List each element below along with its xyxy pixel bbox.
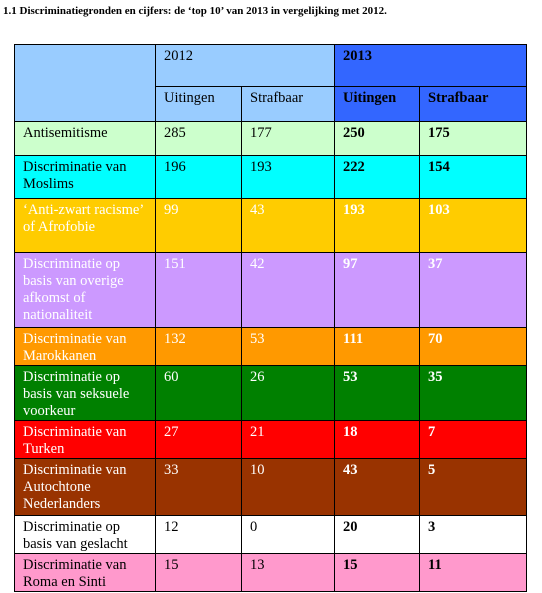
strafbaar-2013-cell: 35	[419, 365, 527, 421]
strafbaar-2013-cell: 175	[419, 121, 527, 156]
strafbaar-2013-cell: 3	[419, 515, 527, 554]
strafbaar-2012-cell: 42	[241, 252, 335, 328]
strafbaar-2012-cell: 21	[241, 420, 335, 459]
uitingen-2012-cell: 99	[155, 198, 242, 253]
uitingen-2012-cell: 15	[155, 553, 242, 592]
row-label: Discriminatie van Marokkanen	[14, 327, 156, 366]
strafbaar-2013-cell: 154	[419, 155, 527, 199]
table-row: Discriminatie van Marokkanen 132 53 111 70	[14, 327, 527, 366]
table-row: Discriminatie van Roma en Sinti 15 13 15 11	[14, 553, 527, 592]
strafbaar-2013-cell: 11	[419, 553, 527, 592]
uitingen-2012-cell: 285	[155, 121, 242, 156]
row-label: Discriminatie op basis van seksuele voor…	[14, 365, 156, 421]
strafbaar-2012-cell: 53	[241, 327, 335, 366]
row-label: ‘Anti-zwart racisme’ of Afrofobie	[14, 198, 156, 253]
strafbaar-2012-cell: 26	[241, 365, 335, 421]
row-label: Discriminatie van Moslims	[14, 155, 156, 199]
uitingen-2013-cell: 193	[334, 198, 420, 253]
strafbaar-2012-cell: 43	[241, 198, 335, 253]
strafbaar-2012-cell: 193	[241, 155, 335, 199]
uitingen-2013-cell: 250	[334, 121, 420, 156]
table-row: ‘Anti-zwart racisme’ of Afrofobie 99 43 193…	[14, 198, 527, 253]
header-corner-cell	[14, 44, 156, 122]
table-row: Discriminatie op basis van geslacht 12 0 20…	[14, 515, 527, 554]
discrimination-table: 2012 2013 Uitingen Strafbaar Uitingen St…	[14, 44, 527, 592]
strafbaar-2013-cell: 5	[419, 458, 527, 516]
table-row: Discriminatie van Turken 27 21 18 7	[14, 420, 527, 459]
strafbaar-2012-cell: 0	[241, 515, 335, 554]
table-row: Discriminatie op basis van overige afkom…	[14, 252, 527, 328]
uitingen-2012-cell: 196	[155, 155, 242, 199]
uitingen-2013-cell: 18	[334, 420, 420, 459]
uitingen-2012-cell: 151	[155, 252, 242, 328]
table-row: Antisemitisme 285 177 250 175	[14, 121, 527, 156]
header-2013-uitingen: Uitingen	[334, 86, 420, 122]
uitingen-2012-cell: 60	[155, 365, 242, 421]
uitingen-2012-cell: 12	[155, 515, 242, 554]
uitingen-2013-cell: 222	[334, 155, 420, 199]
row-label: Discriminatie van Turken	[14, 420, 156, 459]
page-title: 1.1 Discriminatiegronden en cijfers: de …	[3, 5, 387, 17]
header-2013-strafbaar: Strafbaar	[419, 86, 527, 122]
row-label: Discriminatie van Roma en Sinti	[14, 553, 156, 592]
strafbaar-2012-cell: 10	[241, 458, 335, 516]
uitingen-2013-cell: 53	[334, 365, 420, 421]
header-2012-strafbaar: Strafbaar	[241, 86, 335, 122]
table-row: Discriminatie van Autochtone Nederlander…	[14, 458, 527, 516]
strafbaar-2012-cell: 177	[241, 121, 335, 156]
table-row: Discriminatie van Moslims 196 193 222 154	[14, 155, 527, 199]
table-row: Discriminatie op basis van seksuele voor…	[14, 365, 527, 421]
row-label: Discriminatie op basis van overige afkom…	[14, 252, 156, 328]
uitingen-2012-cell: 132	[155, 327, 242, 366]
uitingen-2013-cell: 15	[334, 553, 420, 592]
strafbaar-2013-cell: 103	[419, 198, 527, 253]
header-year-2012: 2012	[155, 44, 335, 87]
uitingen-2013-cell: 97	[334, 252, 420, 328]
table-body: Antisemitisme 285 177 250 175 Discriminatie v…	[14, 121, 527, 592]
strafbaar-2012-cell: 13	[241, 553, 335, 592]
header-row-years: 2012 2013	[14, 44, 527, 122]
row-label: Discriminatie van Autochtone Nederlander…	[14, 458, 156, 516]
row-label: Antisemitisme	[14, 121, 156, 156]
uitingen-2012-cell: 33	[155, 458, 242, 516]
strafbaar-2013-cell: 7	[419, 420, 527, 459]
uitingen-2012-cell: 27	[155, 420, 242, 459]
uitingen-2013-cell: 111	[334, 327, 420, 366]
row-label: Discriminatie op basis van geslacht	[14, 515, 156, 554]
uitingen-2013-cell: 43	[334, 458, 420, 516]
header-row-sub: Uitingen Strafbaar Uitingen Strafbaar	[15, 86, 527, 122]
strafbaar-2013-cell: 70	[419, 327, 527, 366]
header-year-2013: 2013	[334, 44, 527, 87]
header-2012-uitingen: Uitingen	[155, 86, 242, 122]
strafbaar-2013-cell: 37	[419, 252, 527, 328]
uitingen-2013-cell: 20	[334, 515, 420, 554]
